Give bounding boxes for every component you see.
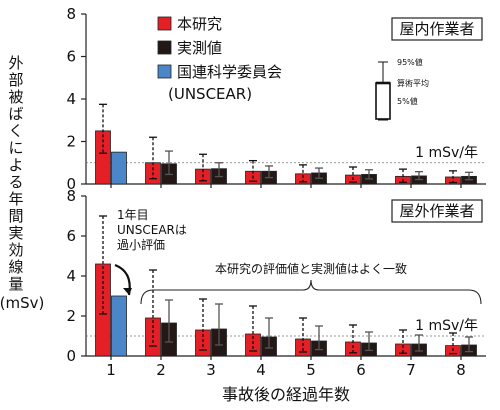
indoor-bar-model	[95, 130, 111, 185]
legend-label-unscear-sub: (UNSCEAR)	[168, 85, 252, 103]
indoor-y-tick-label: 4	[66, 90, 76, 108]
outdoor-y-tick-label: 2	[66, 307, 76, 325]
annotation-year1-line: 1年目	[117, 208, 149, 222]
x-axis-label: 事故後の経過年数	[222, 385, 350, 404]
y-axis-label-char: 実	[8, 224, 23, 242]
outdoor-title-box	[391, 199, 483, 223]
x-tick-label: 7	[406, 361, 416, 379]
outdoor-y-tick-label: 8	[66, 187, 76, 205]
annotation-summary: 本研究の評価値と実測値はよく一致	[215, 261, 407, 276]
outdoor-reference-label: 1 mSv/年	[415, 318, 478, 334]
outdoor-y-tick-label: 0	[66, 347, 76, 365]
indoor-y-tick-label: 8	[66, 5, 76, 23]
y-axis-label-char: 線	[8, 258, 23, 276]
legend-swatch-model	[157, 16, 172, 31]
inset-label-mean: 算術平均	[397, 78, 429, 88]
indoor-bar-model	[295, 173, 311, 185]
annotation-year1-line: 過小評価	[117, 237, 165, 252]
y-axis-label-char: 量	[8, 275, 23, 293]
y-axis-label-char: く	[8, 122, 23, 140]
y-axis-unit: (mSv)	[0, 294, 44, 312]
outdoor-y-tick-label: 4	[66, 267, 76, 285]
x-tick-label: 3	[206, 361, 216, 379]
y-axis-label-char: 被	[8, 88, 23, 106]
y-axis-label-char: に	[8, 139, 23, 157]
indoor-title: 屋内作業者	[399, 20, 474, 38]
y-axis-label-char: る	[8, 173, 23, 191]
annotation-year1-line: UNSCEARは	[117, 223, 187, 237]
y-axis-label-char: 間	[8, 207, 23, 225]
indoor-bar-unscear	[111, 151, 127, 185]
outdoor-bar-model	[295, 338, 311, 357]
y-axis-label-char: 年	[8, 190, 23, 208]
indoor-y-tick-label: 2	[66, 133, 76, 151]
indoor-y-tick-label: 6	[66, 48, 76, 66]
y-axis-label-char: 外	[8, 54, 23, 72]
indoor-reference-label: 1 mSv/年	[415, 145, 478, 161]
annotation-arrowhead	[123, 288, 132, 295]
x-tick-label: 8	[456, 361, 466, 379]
x-tick-label: 1	[106, 361, 116, 379]
annotation-bracket	[140, 279, 482, 305]
y-axis-label-char: 部	[8, 71, 23, 89]
inset-box	[375, 82, 391, 120]
legend-label-model: 本研究	[177, 15, 222, 33]
outdoor-bar-unscear	[111, 295, 127, 357]
indoor-y-tick-label: 0	[66, 175, 76, 193]
y-axis-label-char: よ	[8, 156, 23, 174]
indoor-title-box	[391, 17, 483, 41]
outdoor-bar-model	[195, 329, 211, 357]
legend-label-unscear: 国連科学委員会	[177, 63, 282, 81]
legend-swatch-measured	[157, 40, 172, 55]
inset-label-p5: 5%値	[397, 96, 418, 106]
x-tick-label: 5	[306, 361, 316, 379]
inset-label-p95: 95%値	[397, 57, 423, 67]
y-axis-label-char: ば	[8, 105, 23, 123]
x-tick-label: 2	[156, 361, 166, 379]
outdoor-bar-model	[345, 341, 361, 357]
outdoor-y-tick-label: 6	[66, 227, 76, 245]
outdoor-title: 屋外作業者	[399, 202, 474, 220]
x-tick-label: 6	[356, 361, 366, 379]
legend-label-measured: 実測値	[177, 39, 222, 57]
x-tick-label: 4	[256, 361, 266, 379]
legend-swatch-unscear	[157, 64, 172, 79]
y-axis-label-char: 効	[8, 241, 23, 259]
